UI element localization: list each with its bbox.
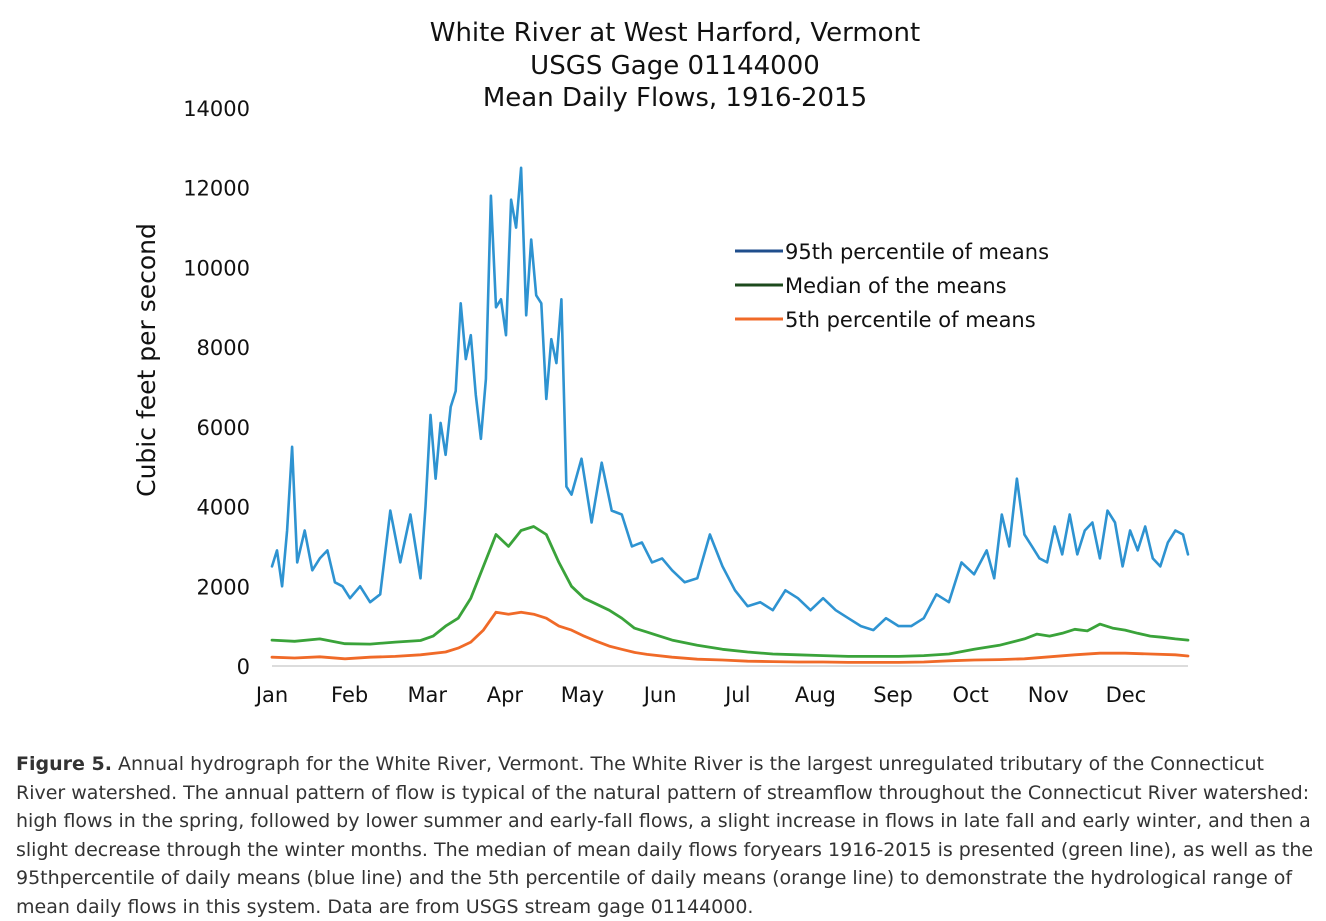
x-tick-label: Nov [1028, 683, 1069, 707]
y-axis-ticks: 0 2000 4000 6000 8000 10000 12000 14000 [183, 97, 250, 679]
series-line [270, 610, 1190, 664]
x-tick-label: Sep [873, 683, 913, 707]
x-tick-label: Jan [254, 683, 288, 707]
y-tick-label: 14000 [183, 97, 250, 121]
caption-text: Annual hydrograph for the White River, V… [16, 753, 1314, 918]
y-axis-label: Cubic feet per second [132, 223, 161, 497]
x-tick-label: Apr [487, 683, 524, 707]
x-tick-label: Aug [795, 683, 836, 707]
legend-entry: Median of the means [785, 274, 1007, 298]
x-tick-label: May [561, 683, 604, 707]
x-tick-label: Feb [331, 683, 368, 707]
x-tick-label: Mar [407, 683, 447, 707]
hydrograph-chart: White River at West Harford, Vermont USG… [132, 18, 1190, 707]
y-tick-label: 10000 [183, 256, 250, 280]
legend-entry: 95th percentile of means [785, 240, 1049, 264]
figure-caption: Figure 5. Annual hydrograph for the Whit… [16, 750, 1316, 921]
series-line [270, 525, 1190, 658]
legend: 95th percentile of means Median of the me… [735, 240, 1049, 332]
chart-title-line-3: Mean Daily Flows, 1916-2015 [483, 83, 867, 113]
y-tick-label: 2000 [197, 575, 250, 599]
y-tick-label: 6000 [197, 416, 250, 440]
y-tick-label: 4000 [197, 496, 250, 520]
x-tick-label: Dec [1106, 683, 1147, 707]
x-tick-label: Jul [723, 683, 750, 707]
x-tick-label: Jun [642, 683, 677, 707]
series-lines [270, 166, 1190, 664]
chart-title-line-2: USGS Gage 01144000 [530, 51, 820, 81]
x-axis-ticks: Jan Feb Mar Apr May Jun Jul Aug Sep Oct Nov Dec [254, 683, 1146, 707]
y-tick-label: 12000 [183, 177, 250, 201]
x-tick-label: Oct [952, 683, 988, 707]
y-tick-label: 0 [237, 655, 250, 679]
chart-title: White River at West Harford, Vermont USG… [430, 18, 920, 113]
y-tick-label: 8000 [197, 336, 250, 360]
caption-label: Figure 5. [16, 753, 112, 775]
series-line [270, 166, 1190, 632]
legend-entry: 5th percentile of means [785, 308, 1036, 332]
chart-title-line-1: White River at West Harford, Vermont [430, 18, 920, 48]
